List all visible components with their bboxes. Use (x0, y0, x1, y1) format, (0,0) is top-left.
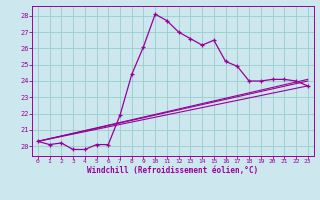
X-axis label: Windchill (Refroidissement éolien,°C): Windchill (Refroidissement éolien,°C) (87, 166, 258, 175)
